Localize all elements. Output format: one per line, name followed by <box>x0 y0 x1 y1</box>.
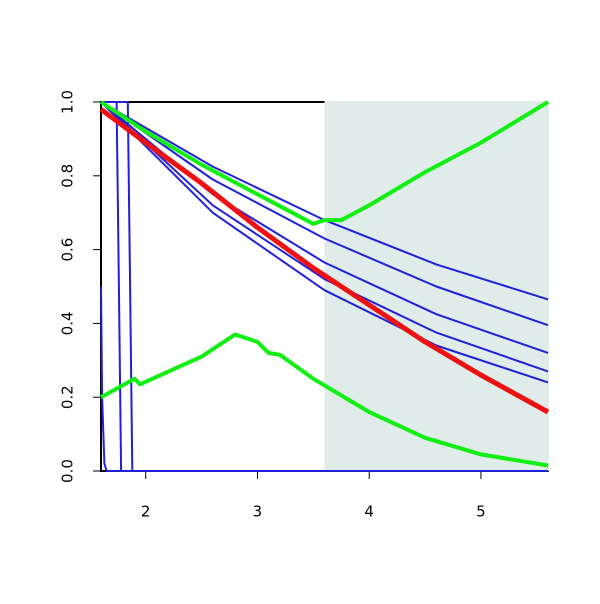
x-tick-label: 5 <box>476 503 486 521</box>
series-line <box>99 100 550 226</box>
y-tick-label: 0.0 <box>59 459 77 483</box>
x-tick-label: 3 <box>253 503 263 521</box>
y-tick-label: 0.8 <box>59 164 77 188</box>
series-line <box>100 332 549 468</box>
x-tick-label: 4 <box>364 503 374 521</box>
y-tick-label: 0.4 <box>59 311 77 335</box>
series-line <box>99 107 550 415</box>
y-tick-label: 0.6 <box>59 238 77 262</box>
y-tick-label: 1.0 <box>59 90 77 114</box>
y-tick-label: 0.2 <box>59 385 77 409</box>
series-line <box>101 101 548 472</box>
series-line <box>100 101 549 327</box>
x-tick-label: 2 <box>141 503 151 521</box>
series-line <box>100 101 549 373</box>
series-line <box>100 101 549 384</box>
